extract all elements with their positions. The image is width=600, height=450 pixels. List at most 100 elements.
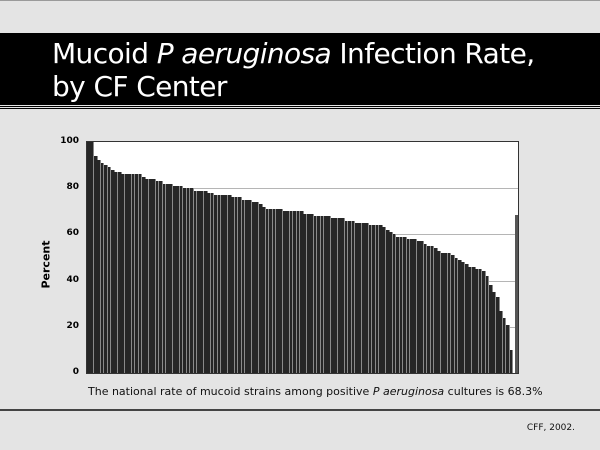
bar-center: [279, 209, 284, 373]
bar-center: [475, 269, 479, 373]
bar-center: [430, 245, 435, 373]
title-text: Mucoid: [52, 37, 157, 70]
bar-national: [515, 215, 518, 373]
bar-center: [121, 174, 126, 373]
bar-center: [169, 183, 174, 373]
y-tick-label: 40: [66, 274, 79, 285]
bar-center: [330, 218, 335, 373]
y-tick-label: 80: [66, 182, 79, 193]
bar-center: [286, 211, 290, 373]
y-tick-label: 0: [72, 367, 79, 377]
bar-center: [317, 215, 321, 373]
bar-center: [245, 199, 249, 373]
bar-center: [135, 174, 139, 373]
bar-center: [324, 215, 328, 373]
bar-center: [93, 155, 98, 373]
bar-center: [203, 190, 208, 373]
bar-center: [423, 243, 428, 373]
bar-center: [159, 181, 163, 373]
bar-center: [186, 188, 191, 373]
bar-center: [341, 218, 345, 373]
bar-center: [365, 222, 369, 373]
bar-center: [196, 190, 201, 373]
bar-center: [265, 209, 270, 373]
bar-center: [420, 241, 424, 373]
bar-center: [207, 192, 211, 373]
y-tick-label: 60: [66, 228, 79, 239]
bar-center: [389, 232, 394, 373]
bar-center: [152, 178, 156, 373]
bar-center: [217, 195, 222, 373]
bar-center: [303, 213, 308, 373]
bar-center: [255, 202, 260, 373]
title-italic-text: P aeruginosa: [156, 37, 332, 70]
bar-center: [117, 172, 122, 373]
bar-center: [155, 181, 160, 373]
bar-center: [190, 188, 194, 373]
slide-title: Mucoid P aeruginosa Infection Rate, by C…: [52, 37, 535, 103]
bar-center: [162, 183, 167, 373]
bar-center: [275, 209, 280, 373]
bar-center: [478, 269, 483, 373]
bar-center: [447, 252, 452, 373]
bar-center: [444, 252, 449, 373]
bar-center: [214, 195, 218, 373]
bar-center: [396, 236, 400, 373]
bar-center: [337, 218, 342, 373]
title-band: [0, 33, 600, 105]
bar-center: [499, 310, 503, 373]
bar-center: [458, 259, 462, 373]
title-rule-2: [0, 108, 600, 109]
bar-center: [416, 241, 421, 373]
bar-center: [372, 225, 376, 373]
bar-center: [104, 165, 108, 373]
bar-center: [128, 174, 132, 373]
bar-center: [506, 324, 510, 373]
title-line-2: by CF Center: [52, 70, 227, 103]
bar-center: [368, 225, 373, 373]
bar-center: [220, 195, 225, 373]
bar-center: [451, 255, 455, 373]
bar-center: [90, 142, 95, 373]
bar-center: [183, 188, 187, 373]
bar-center: [468, 266, 473, 373]
bar-center: [361, 222, 366, 373]
bar-center: [375, 225, 380, 373]
caption-italic-text: P aeruginosa: [372, 385, 445, 398]
bar-center: [87, 142, 91, 373]
bar-center: [141, 176, 146, 373]
bar-center: [433, 248, 438, 373]
bar-center: [193, 190, 198, 373]
bar-center: [334, 218, 339, 373]
footer-rule: [0, 409, 600, 411]
bar-center: [310, 213, 315, 373]
bar-center: [282, 211, 287, 373]
bar-center: [200, 190, 205, 373]
bar-center: [272, 209, 277, 373]
bar-center: [289, 211, 294, 373]
bar-center: [409, 239, 414, 373]
bar-center: [437, 250, 442, 373]
bar-center: [238, 197, 242, 373]
bar-center: [464, 264, 469, 373]
bar-center: [258, 204, 263, 373]
chart-caption: The national rate of mucoid strains amon…: [88, 385, 543, 398]
bar-center: [379, 225, 383, 373]
bar-center: [172, 185, 177, 373]
bar-center: [413, 239, 418, 373]
bar-center: [440, 252, 445, 373]
bar-center: [234, 197, 239, 373]
bar-center: [454, 257, 459, 373]
bar-center: [179, 185, 184, 373]
bar-center: [111, 169, 115, 373]
bar-center: [166, 183, 170, 373]
bar-center: [148, 178, 153, 373]
bar-center: [97, 160, 102, 373]
bar-center: [495, 296, 500, 373]
caption-text: The national rate of mucoid strains amon…: [88, 385, 373, 398]
bar-center: [241, 199, 246, 373]
bar-center: [344, 220, 349, 373]
bar-center: [145, 178, 150, 373]
bar-center: [107, 167, 112, 373]
bar-center: [485, 275, 490, 373]
